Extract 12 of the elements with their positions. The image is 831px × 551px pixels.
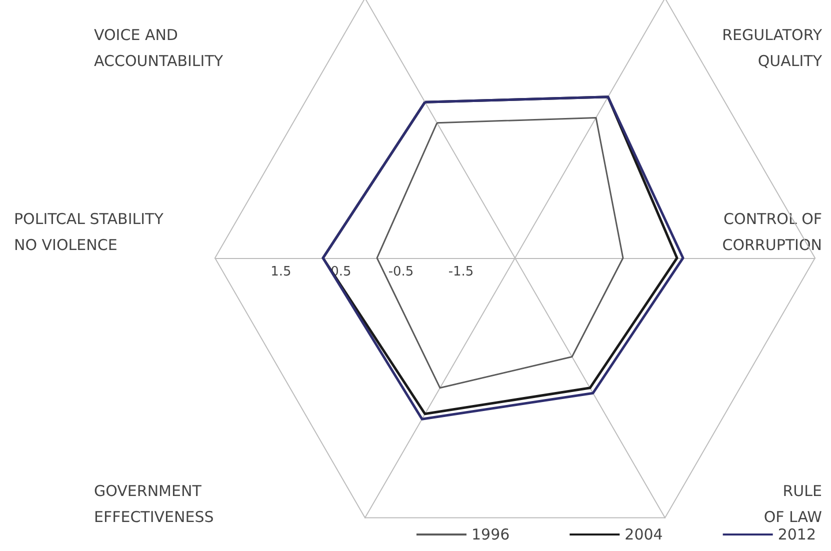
spoke-label: REGULATORY QUALITY xyxy=(722,26,823,70)
spoke-label: CONTROL OF CORRUPTION xyxy=(722,210,822,254)
spoke-label: VOICE AND ACCOUNTABILITY xyxy=(94,26,224,70)
y-tick-label: -0.5 xyxy=(388,264,414,280)
legend-label: 2012 xyxy=(778,526,816,544)
spoke-label: POLITCAL STABILITY NO VIOLENCE xyxy=(14,210,164,254)
y-tick-label: 1.5 xyxy=(270,264,292,280)
spoke-label: GOVERNMENT EFFECTIVENESS xyxy=(94,482,214,526)
legend-label: 2004 xyxy=(624,526,663,544)
legend-label: 1996 xyxy=(471,526,510,544)
y-tick-label: -1.5 xyxy=(448,264,474,280)
spoke-label: RULE OF LAW xyxy=(764,482,822,526)
